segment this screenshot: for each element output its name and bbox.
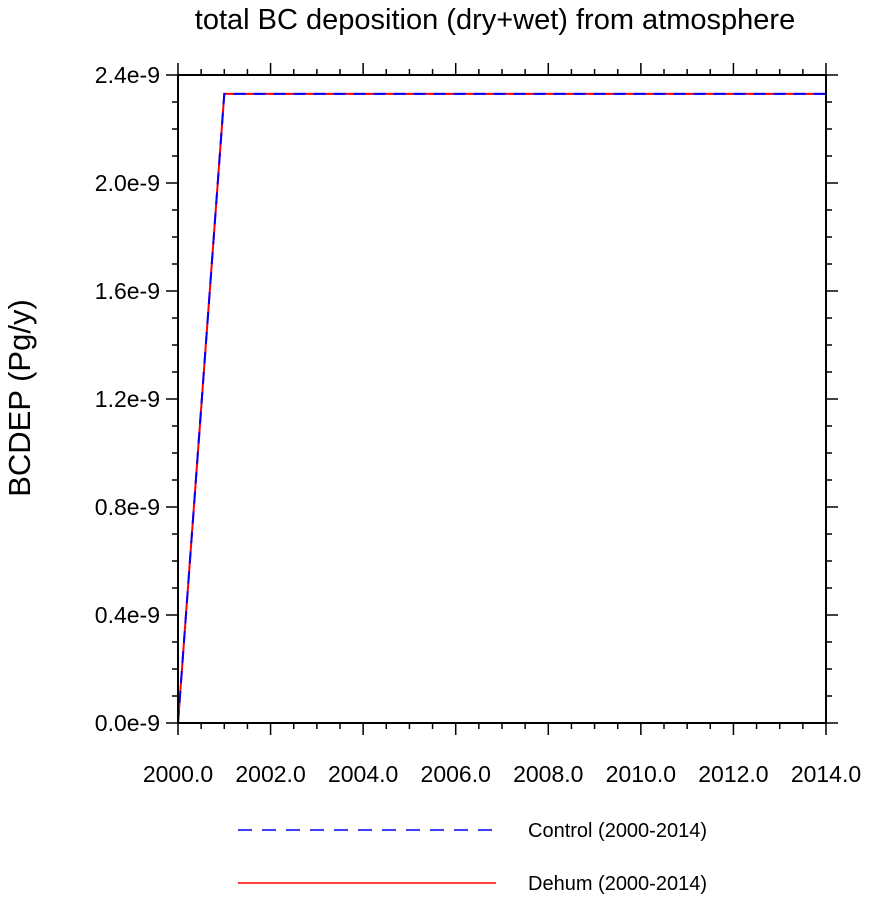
y-tick-label: 2.4e-9 [95,62,160,88]
legend-label-dehum: Dehum (2000-2014) [528,873,707,895]
legend: Control (2000-2014) Dehum (2000-2014) [238,820,707,895]
y-tick-label: 0.8e-9 [95,494,160,520]
x-tick-label: 2010.0 [606,761,676,787]
legend-label-control: Control (2000-2014) [528,820,707,842]
series-line-control [177,92,826,724]
x-tick-label: 2000.0 [143,761,213,787]
series-line-dehum [177,92,826,724]
x-tick-label: 2002.0 [235,761,305,787]
series-layer [177,92,826,724]
y-tick-label: 0.4e-9 [95,602,160,628]
axes-layer: 2000.0 2002.0 2004.0 2006.0 2008.0 2010.0 2012… [95,62,861,787]
y-tick-label: 1.2e-9 [95,386,160,412]
x-tick-label: 2004.0 [328,761,398,787]
y-tick-label: 0.0e-9 [95,710,160,736]
chart-title: total BC deposition (dry+wet) from atmos… [195,4,795,36]
y-axis-label: BCDEP (Pg/y) [2,299,37,497]
x-tick-label: 2008.0 [513,761,583,787]
plot-frame [177,74,827,724]
y-tick-label: 2.0e-9 [95,170,160,196]
x-tick-label: 2006.0 [421,761,491,787]
x-tick-label: 2012.0 [698,761,768,787]
y-tick-label: 1.6e-9 [95,278,160,304]
x-tick-label: 2014.0 [791,761,861,787]
